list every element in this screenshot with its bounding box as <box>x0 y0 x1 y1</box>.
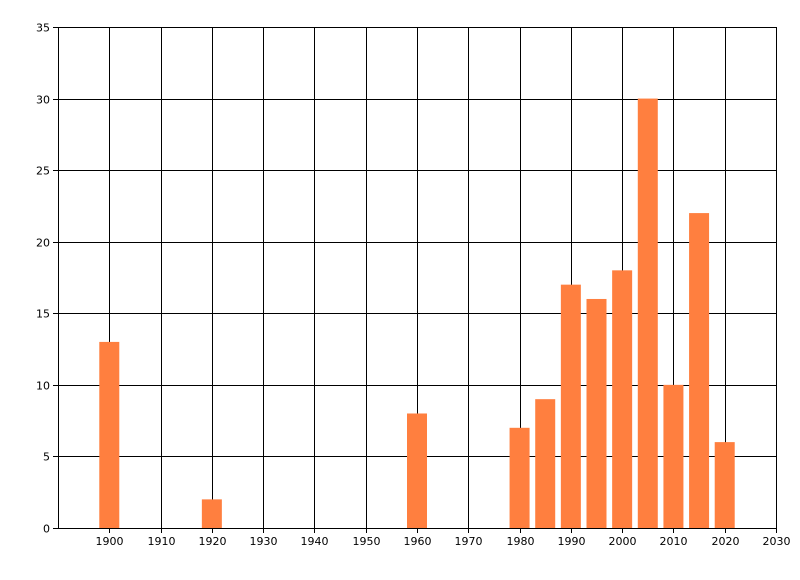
x-tick-label: 2020 <box>712 535 740 548</box>
y-tick-label: 35 <box>36 22 50 35</box>
x-tick-label: 1900 <box>96 535 124 548</box>
bar <box>201 499 222 528</box>
x-tick-label: 2030 <box>763 535 791 548</box>
x-tick-label: 1950 <box>353 535 381 548</box>
axes <box>53 27 777 533</box>
bar <box>637 98 658 529</box>
x-tick-label: 1930 <box>250 535 278 548</box>
bars <box>99 98 735 529</box>
bar <box>663 384 684 528</box>
y-tick-labels: 0 5 10 15 20 25 30 35 <box>36 22 50 536</box>
x-tick-label: 1990 <box>558 535 586 548</box>
bar <box>714 442 735 528</box>
y-tick-label: 0 <box>43 523 50 536</box>
x-tick-label: 1980 <box>507 535 535 548</box>
bar <box>99 341 120 528</box>
bar <box>586 298 607 528</box>
bar <box>509 427 530 528</box>
x-tick-label: 2000 <box>609 535 637 548</box>
x-tick-label: 1970 <box>455 535 483 548</box>
y-tick-label: 25 <box>36 165 50 178</box>
y-tick-label: 30 <box>36 94 50 107</box>
x-tick-label: 1940 <box>301 535 329 548</box>
x-tick-labels: 1900 1910 1920 1930 1940 1950 1960 1970 1980 1990… <box>96 535 791 548</box>
x-tick-label: 1920 <box>199 535 227 548</box>
x-tick-label: 1960 <box>404 535 432 548</box>
bar <box>560 284 581 528</box>
x-tick-label: 1910 <box>148 535 176 548</box>
bar <box>689 213 710 529</box>
bar <box>535 399 556 528</box>
bar <box>407 413 427 528</box>
bar <box>612 270 633 528</box>
y-tick-label: 15 <box>36 308 50 321</box>
y-tick-label: 5 <box>43 451 50 464</box>
y-tick-label: 20 <box>36 237 50 250</box>
x-tick-label: 2010 <box>660 535 688 548</box>
y-tick-label: 10 <box>36 380 50 393</box>
